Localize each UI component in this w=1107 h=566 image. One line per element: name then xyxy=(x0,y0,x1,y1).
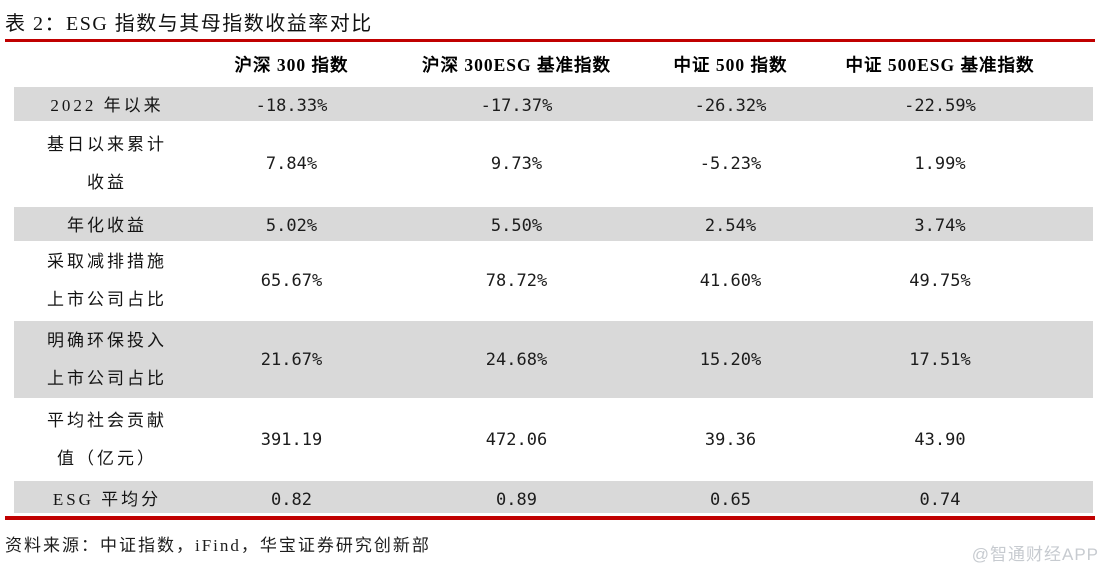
table-cell: -17.37% xyxy=(480,96,553,116)
bottom-rule xyxy=(5,516,1095,520)
table-cell: 21.67% xyxy=(260,349,323,370)
row-label: 采取减排措施 上市公司占比 xyxy=(47,252,167,309)
row-label: 基日以来累计 收益 xyxy=(47,135,167,192)
table-cell: 9.73% xyxy=(490,154,543,174)
table-body: 2022 年以来 -18.33% -17.37% -26.32% -22.59%… xyxy=(14,87,1093,513)
table-cell: 472.06 xyxy=(485,429,548,450)
table-cell: 24.68% xyxy=(485,349,548,370)
row-label: 平均社会贡献 值（亿元） xyxy=(47,410,167,468)
top-rule xyxy=(5,39,1095,42)
table-row: 平均社会贡献 值（亿元） 391.19 472.06 39.36 43.90 xyxy=(14,398,1093,481)
table-cell: 41.60% xyxy=(699,271,762,291)
table-cell: 0.82 xyxy=(271,490,312,510)
table-cell: -22.59% xyxy=(904,96,976,116)
table-cell: 7.84% xyxy=(265,154,318,174)
table-cell: 2.54% xyxy=(704,216,757,236)
table-cell: 39.36 xyxy=(704,429,757,450)
table-cell: 65.67% xyxy=(260,271,323,291)
table-cell: 17.51% xyxy=(909,349,971,370)
table-cell: 78.72% xyxy=(485,271,548,291)
table-cell: 1.99% xyxy=(914,154,966,174)
table-cell: -18.33% xyxy=(255,96,328,116)
column-header-csi300esg: 沪深 300ESG 基准指数 xyxy=(421,55,612,75)
row-label: ESG 平均分 xyxy=(52,490,162,509)
table-cell: 391.19 xyxy=(260,429,323,450)
table-row: 2022 年以来 -18.33% -17.37% -26.32% -22.59% xyxy=(14,87,1093,121)
row-label: 2022 年以来 xyxy=(50,96,164,115)
column-header-csi500: 中证 500 指数 xyxy=(673,55,788,75)
row-label: 明确环保投入 上市公司占比 xyxy=(47,330,167,388)
column-header-csi300: 沪深 300 指数 xyxy=(234,55,349,75)
table-cell: 5.02% xyxy=(265,216,318,236)
table-cell: -5.23% xyxy=(699,154,762,174)
table-cell: 5.50% xyxy=(490,216,543,236)
esg-comparison-table: 沪深 300 指数 沪深 300ESG 基准指数 中证 500 指数 中证 50… xyxy=(14,42,1093,513)
table-cell: 0.74 xyxy=(919,490,961,510)
table-cell: 49.75% xyxy=(909,271,971,291)
table-cell: 43.90 xyxy=(914,429,966,450)
table-row: ESG 平均分 0.82 0.89 0.65 0.74 xyxy=(14,481,1093,513)
table-cell: 15.20% xyxy=(699,349,762,370)
table-cell: 0.65 xyxy=(710,490,751,510)
table-title: 表 2：ESG 指数与其母指数收益率对比 xyxy=(5,13,373,35)
data-source-note: 资料来源：中证指数，iFind，华宝证券研究创新部 xyxy=(5,536,431,555)
table-cell: 3.74% xyxy=(914,216,966,236)
table-row: 基日以来累计 收益 7.84% 9.73% -5.23% 1.99% xyxy=(14,121,1093,207)
table-cell: -26.32% xyxy=(694,96,767,116)
table-row: 年化收益 5.02% 5.50% 2.54% 3.74% xyxy=(14,207,1093,241)
table-row: 采取减排措施 上市公司占比 65.67% 78.72% 41.60% 49.75… xyxy=(14,241,1093,321)
column-header-csi500esg: 中证 500ESG 基准指数 xyxy=(845,55,1035,75)
row-label: 年化收益 xyxy=(67,216,147,235)
table-header-row: 沪深 300 指数 沪深 300ESG 基准指数 中证 500 指数 中证 50… xyxy=(14,42,1093,87)
table-row: 明确环保投入 上市公司占比 21.67% 24.68% 15.20% 17.51… xyxy=(14,321,1093,398)
table-cell: 0.89 xyxy=(496,490,537,510)
watermark: @智通财经APP xyxy=(971,545,1099,564)
